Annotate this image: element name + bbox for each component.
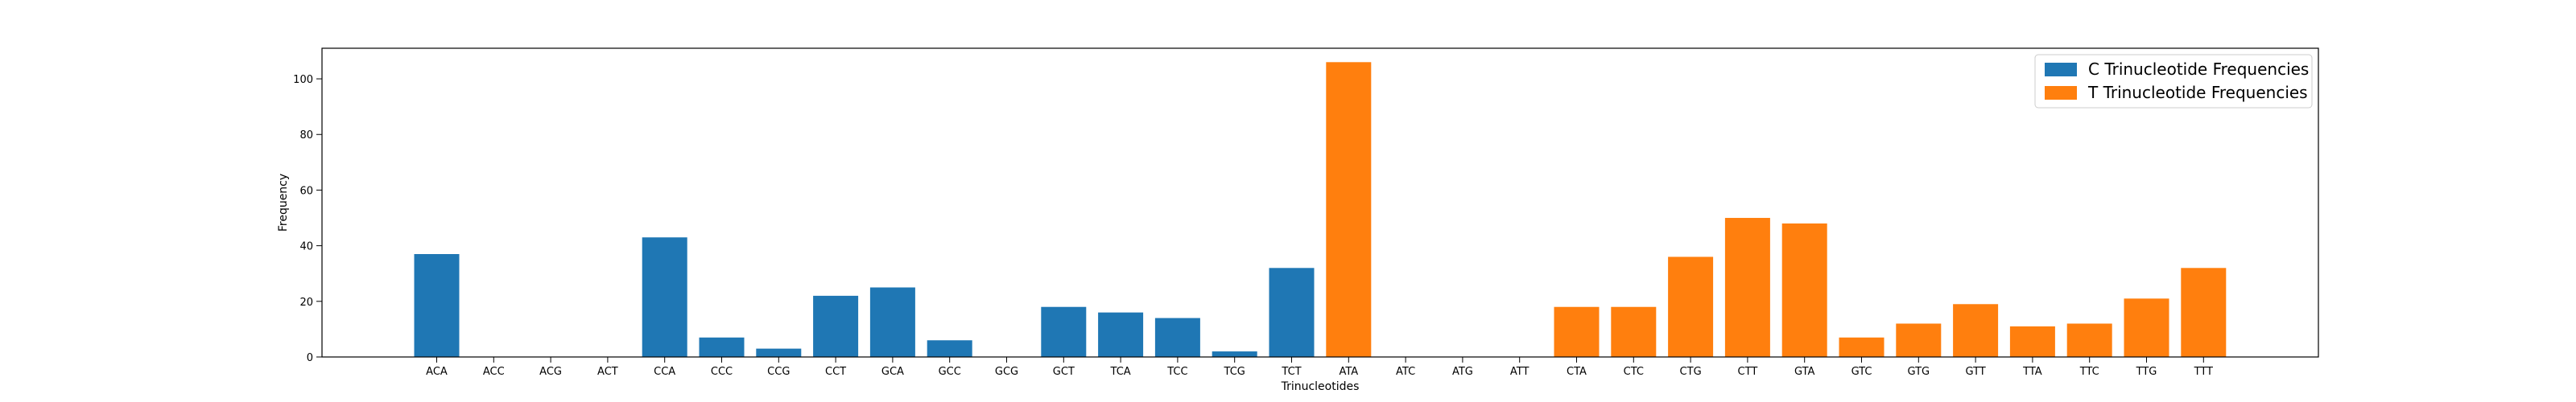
legend-label-c: C Trinucleotide Frequencies (2088, 59, 2309, 79)
x-tick-label: GCG (995, 366, 1018, 378)
bar-gtc (1839, 337, 1885, 357)
legend: C Trinucleotide Frequencies T Trinucleot… (2034, 54, 2313, 109)
x-axis: ACA ACC ACG ACT CCA CCC CCG CCT GCA GCC GCG GCT TCA T… (426, 357, 2213, 378)
x-tick-label: CCA (654, 366, 675, 378)
bar-gct (1041, 306, 1087, 357)
bar-gta (1781, 223, 1827, 357)
x-tick-label: ATT (1510, 366, 1530, 378)
x-tick-label: TTC (2079, 366, 2099, 378)
bar-gca (869, 287, 915, 357)
y-tick-label: 40 (299, 241, 313, 253)
x-tick-label: ACT (597, 366, 618, 378)
x-tick-label: TCT (1281, 366, 1301, 378)
x-tick-label: CCC (711, 366, 733, 378)
bar-ata (1326, 62, 1372, 357)
legend-label-t: T Trinucleotide Frequencies (2087, 83, 2308, 102)
bar-tct (1269, 268, 1315, 357)
bar-tcc (1154, 318, 1200, 357)
x-tick-label: TTA (2022, 366, 2042, 378)
bar-ctt (1724, 218, 1770, 357)
legend-swatch-c (2045, 63, 2077, 76)
legend-frame (2034, 54, 2313, 109)
x-tick-label: TCC (1166, 366, 1187, 378)
legend-swatch-t (2045, 86, 2077, 100)
x-tick-label: ATC (1396, 366, 1415, 378)
x-tick-label: CTC (1624, 366, 1644, 378)
bar-cct (813, 295, 859, 357)
x-tick-label: GTA (1794, 366, 1815, 378)
y-tick-label: 100 (293, 74, 313, 86)
bar-tcg (1212, 351, 1257, 357)
x-tick-label: CCT (825, 366, 846, 378)
y-axis-label: Frequency (277, 174, 290, 232)
x-tick-label: GCC (939, 366, 961, 378)
bar-cca (642, 237, 687, 357)
bar-cta (1554, 306, 1600, 357)
x-tick-label: CTG (1680, 366, 1702, 378)
x-tick-label: CCG (767, 366, 790, 378)
y-tick-label: 80 (299, 129, 313, 142)
x-tick-label: GTG (1907, 366, 1930, 378)
x-tick-label: GTT (1965, 366, 1985, 378)
bar-tca (1098, 312, 1144, 357)
bar-ccc (699, 337, 745, 357)
plot-frame (321, 47, 2319, 358)
x-tick-label: ATA (1339, 366, 1358, 378)
y-tick-label: 60 (299, 185, 313, 197)
x-axis-label: Trinucleotides (1281, 380, 1360, 393)
x-tick-label: TTG (2136, 366, 2157, 378)
bar-gtg (1896, 323, 1942, 357)
y-axis: 0 20 40 60 80 100 (293, 74, 322, 364)
x-tick-label: ACC (483, 366, 505, 378)
x-tick-label: GTC (1852, 366, 1872, 378)
bar-ttc (2066, 323, 2112, 357)
x-tick-label: TCA (1110, 366, 1131, 378)
bar-gtt (1953, 304, 1999, 357)
x-tick-label: GCA (881, 366, 904, 378)
x-tick-label: CTA (1567, 366, 1587, 378)
x-tick-label: TCG (1224, 366, 1245, 378)
y-tick-label: 20 (299, 297, 313, 309)
bar-gcc (927, 340, 972, 357)
bar-ctc (1611, 306, 1657, 357)
bars (414, 62, 2227, 357)
x-tick-label: ACG (539, 366, 562, 378)
x-tick-label: CTT (1738, 366, 1758, 378)
bar-tta (2009, 326, 2055, 357)
bar-ccg (756, 348, 802, 357)
x-tick-label: ACA (426, 366, 448, 378)
bar-ttg (2124, 298, 2169, 357)
x-tick-label: GCT (1053, 366, 1075, 378)
bar-ctg (1668, 256, 1714, 357)
bar-aca (414, 254, 460, 357)
x-tick-label: ATG (1452, 366, 1473, 378)
bar-ttt (2181, 268, 2227, 357)
y-tick-label: 0 (307, 352, 313, 364)
x-tick-label: TTT (2194, 366, 2213, 378)
